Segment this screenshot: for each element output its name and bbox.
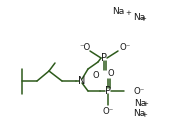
Text: O⁻: O⁻: [102, 108, 114, 116]
Text: P: P: [101, 53, 107, 63]
Text: O⁻: O⁻: [119, 43, 131, 53]
Text: O: O: [108, 69, 115, 78]
Text: O: O: [92, 70, 99, 80]
Text: P: P: [105, 86, 111, 96]
Text: Na: Na: [112, 7, 124, 17]
Text: ⁻O: ⁻O: [79, 43, 91, 53]
Text: +: +: [140, 16, 146, 22]
Text: +: +: [125, 10, 131, 16]
Text: O⁻: O⁻: [133, 86, 144, 95]
Text: Na: Na: [134, 99, 146, 108]
Text: N: N: [78, 76, 86, 86]
Text: Na: Na: [133, 108, 145, 118]
Text: Na: Na: [133, 13, 145, 23]
Text: +: +: [141, 112, 147, 118]
Text: +: +: [142, 101, 148, 107]
